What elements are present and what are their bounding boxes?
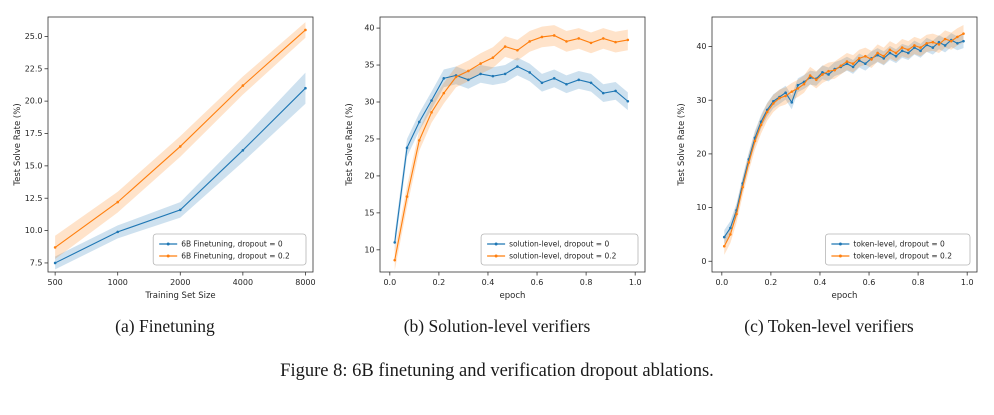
svg-text:2000: 2000 xyxy=(170,278,190,287)
svg-text:Test Solve Rate (%): Test Solve Rate (%) xyxy=(345,103,355,186)
subplot-c: 0.0 0.2 0.4 0.6 0.8 1.0 0 10 20 30 40 epoch Test Sol… xyxy=(674,10,984,337)
svg-text:15: 15 xyxy=(364,208,374,217)
svg-text:0.6: 0.6 xyxy=(863,278,876,287)
svg-text:20: 20 xyxy=(364,172,374,181)
svg-text:7.5: 7.5 xyxy=(30,259,43,268)
svg-text:0.2: 0.2 xyxy=(765,278,778,287)
chart-solution-level-verifiers: 0.0 0.2 0.4 0.6 0.8 1.0 10 15 20 25 30 35 40 epoch Tes… xyxy=(345,16,646,301)
figure-caption: Figure 8: 6B finetuning and verification… xyxy=(280,361,714,381)
svg-text:40: 40 xyxy=(364,24,374,33)
svg-text:35: 35 xyxy=(364,61,374,70)
svg-text:10: 10 xyxy=(364,245,374,254)
svg-text:17.5: 17.5 xyxy=(25,129,43,138)
svg-text:solution-level, dropout = 0.2: solution-level, dropout = 0.2 xyxy=(509,252,617,261)
svg-text:solution-level, dropout = 0: solution-level, dropout = 0 xyxy=(509,240,609,249)
svg-text:token-level, dropout = 0: token-level, dropout = 0 xyxy=(853,240,945,249)
svg-text:25: 25 xyxy=(364,135,374,144)
svg-text:20: 20 xyxy=(696,149,706,158)
svg-text:40: 40 xyxy=(696,42,706,51)
svg-text:0.0: 0.0 xyxy=(715,278,728,287)
svg-text:30: 30 xyxy=(696,96,706,105)
svg-text:Test Solve Rate (%): Test Solve Rate (%) xyxy=(13,103,23,186)
svg-text:0.4: 0.4 xyxy=(814,278,827,287)
svg-text:0.0: 0.0 xyxy=(383,278,396,287)
svg-text:1.0: 1.0 xyxy=(961,278,974,287)
svg-text:0: 0 xyxy=(701,257,706,266)
svg-text:0.4: 0.4 xyxy=(482,278,495,287)
svg-text:epoch: epoch xyxy=(500,291,526,301)
svg-text:0.8: 0.8 xyxy=(912,278,925,287)
charts-row: 500 1000 2000 4000 8000 7.5 10.0 12.5 15.0 17.5 20… xyxy=(0,10,994,337)
svg-text:0.6: 0.6 xyxy=(531,278,544,287)
svg-text:6B Finetuning, dropout = 0.2: 6B Finetuning, dropout = 0.2 xyxy=(181,252,290,261)
subplot-caption-b: (b) Solution-level verifiers xyxy=(403,316,591,336)
chart-token-level-verifiers: 0.0 0.2 0.4 0.6 0.8 1.0 0 10 20 30 40 epoch Test Sol… xyxy=(677,16,978,301)
svg-text:20.0: 20.0 xyxy=(25,97,43,106)
subplot-caption-c: (c) Token-level verifiers xyxy=(744,316,914,336)
svg-text:1.0: 1.0 xyxy=(629,278,642,287)
svg-text:6B Finetuning, dropout = 0: 6B Finetuning, dropout = 0 xyxy=(181,240,283,249)
svg-text:token-level, dropout = 0.2: token-level, dropout = 0.2 xyxy=(853,252,952,261)
subplot-caption-a: (a) Finetuning xyxy=(115,316,215,336)
svg-text:Test Solve Rate (%): Test Solve Rate (%) xyxy=(677,103,687,186)
svg-text:0.8: 0.8 xyxy=(580,278,593,287)
svg-text:500: 500 xyxy=(47,278,62,287)
svg-text:15.0: 15.0 xyxy=(25,161,43,170)
svg-text:8000: 8000 xyxy=(295,278,315,287)
svg-text:1000: 1000 xyxy=(108,278,128,287)
svg-text:Training Set Size: Training Set Size xyxy=(144,291,215,301)
svg-text:25.0: 25.0 xyxy=(25,32,43,41)
svg-text:4000: 4000 xyxy=(233,278,253,287)
svg-text:10: 10 xyxy=(696,203,706,212)
chart-finetuning: 500 1000 2000 4000 8000 7.5 10.0 12.5 15.0 17.5 20… xyxy=(13,16,316,301)
svg-text:epoch: epoch xyxy=(832,291,858,301)
svg-text:30: 30 xyxy=(364,98,374,107)
svg-text:10.0: 10.0 xyxy=(25,226,43,235)
subplot-b: 0.0 0.2 0.4 0.6 0.8 1.0 10 15 20 25 30 35 40 epoch Tes… xyxy=(342,10,652,337)
subplot-a: 500 1000 2000 4000 8000 7.5 10.0 12.5 15.0 17.5 20… xyxy=(10,10,320,337)
svg-text:12.5: 12.5 xyxy=(25,194,43,203)
svg-text:22.5: 22.5 xyxy=(25,64,43,73)
svg-text:0.2: 0.2 xyxy=(433,278,446,287)
